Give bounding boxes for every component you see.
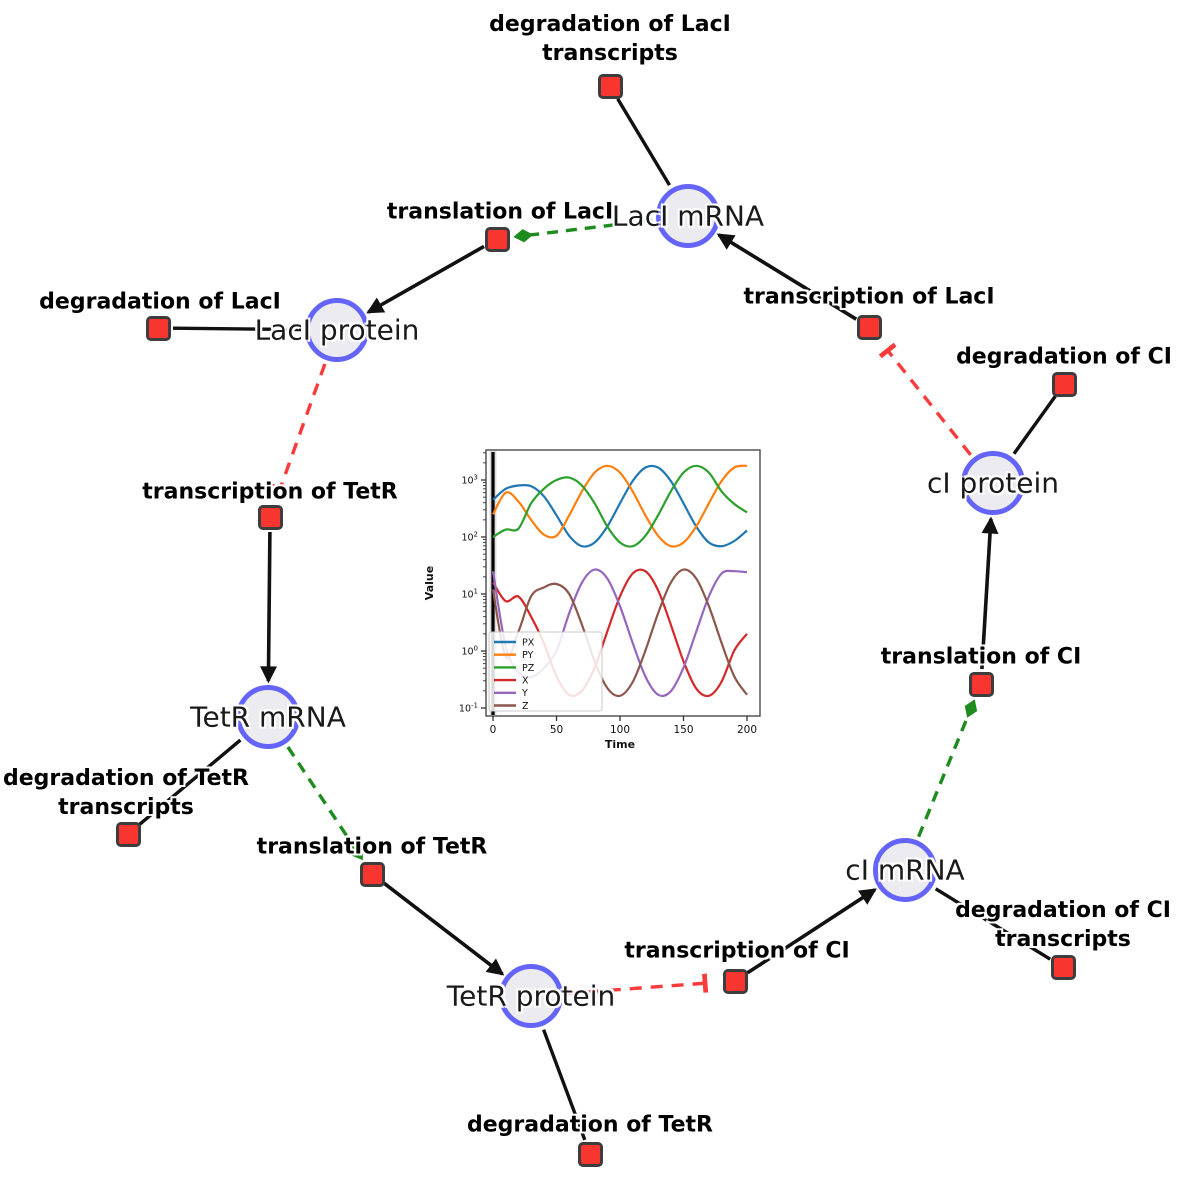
x-axis-title: Time	[605, 738, 635, 751]
reaction-label-translation_tetr: translation of TetR	[257, 832, 488, 861]
legend-label-Z: Z	[522, 701, 529, 712]
reaction-node-deg_tetr_transcripts[interactable]	[115, 821, 141, 847]
y-tick-label: 101	[461, 588, 478, 601]
reaction-node-translation_tetr[interactable]	[359, 861, 385, 887]
reaction-node-translation_laci[interactable]	[484, 226, 510, 252]
edge-activation-tetr_mrna-to-translation_tetr	[286, 746, 363, 861]
edge-plain-tetr_mrna-to-deg_tetr_transcripts	[138, 738, 242, 826]
reaction-label-transcription_ci: transcription of CI	[624, 936, 849, 965]
reaction-node-transcription_ci[interactable]	[722, 968, 748, 994]
edge-plain-tetr_protein-to-deg_tetr	[542, 1029, 587, 1141]
y-tick-label: 103	[461, 474, 478, 487]
species-label-tetr_mrna: TetR mRNA	[190, 700, 346, 734]
species-node-ci_mrna[interactable]	[873, 838, 937, 902]
species-node-laci_mrna[interactable]	[656, 184, 720, 248]
reaction-node-transcription_laci[interactable]	[856, 314, 882, 340]
edge-inhibition-laci_protein-to-transcription_tetr	[270, 363, 327, 495]
reaction-label-deg_ci: degradation of CI	[956, 342, 1172, 371]
x-tick-label: 200	[737, 724, 757, 736]
series-line-Z	[491, 568, 748, 698]
reaction-label-deg_laci: degradation of LacI	[39, 287, 281, 316]
species-node-laci_protein[interactable]	[305, 298, 369, 362]
species-label-tetr_protein: TetR protein	[446, 979, 616, 1013]
reaction-label-deg_laci_transcripts: degradation of LacI transcripts	[489, 10, 731, 68]
reaction-label-line: degradation of TetR	[2, 765, 250, 791]
series-line-PX	[492, 464, 748, 548]
reaction-label-line: transcripts	[995, 927, 1131, 952]
edge-inhibition-ci_protein-to-transcription_laci	[878, 342, 972, 456]
reaction-node-deg_tetr[interactable]	[577, 1141, 603, 1167]
species-node-tetr_mrna[interactable]	[236, 685, 300, 749]
x-tick-label: 150	[673, 724, 693, 736]
edge-production-translation_laci-to-laci_protein	[366, 244, 485, 314]
reaction-label-transcription_laci: transcription of LacI	[743, 282, 994, 311]
reaction-label-transcription_tetr: transcription of TetR	[142, 477, 397, 506]
species-label-laci_protein: LacI protein	[254, 313, 420, 347]
x-tick-label: 0	[490, 724, 497, 736]
edge-plain-ci_mrna-to-deg_ci_transcripts	[934, 887, 1052, 961]
reaction-label-translation_ci: translation of CI	[881, 642, 1082, 671]
reaction-label-line: translation of TetR	[256, 834, 488, 860]
reaction-node-deg_laci[interactable]	[145, 315, 171, 341]
x-tick-label: 50	[550, 724, 563, 736]
edge-production-transcription_tetr-to-tetr_mrna	[260, 531, 278, 684]
edge-plain-laci_protein-to-deg_laci	[172, 326, 302, 332]
y-tick-label: 102	[461, 531, 478, 544]
reaction-label-line: degradation of LacI	[39, 289, 281, 315]
reaction-label-line: translation of CI	[880, 644, 1082, 670]
reaction-label-line: degradation of TetR	[466, 1112, 714, 1138]
time-series-inset: 103 102 101 100 10-1 0 50 100 150 200 Time Value PX P…	[423, 449, 761, 751]
edge-activation-ci_mrna-to-translation_ci	[917, 699, 978, 838]
legend-label-X: X	[522, 676, 529, 687]
edge-activation-laci_mrna-to-translation_laci	[513, 218, 653, 243]
series-line-X	[492, 568, 748, 698]
species-node-tetr_protein[interactable]	[499, 964, 563, 1028]
species-label-ci_protein: cI protein	[926, 466, 1060, 500]
reaction-label-deg_ci_transcripts: degradation of CI transcripts	[955, 896, 1171, 954]
edge-production-translation_tetr-to-tetr_protein	[382, 881, 505, 976]
reaction-label-line: degradation of LacI	[489, 11, 731, 37]
reaction-label-line: translation of LacI	[386, 199, 614, 225]
legend-label-Y: Y	[521, 688, 528, 699]
y-tick-label: 10-1	[459, 702, 478, 715]
reaction-label-line: transcripts	[58, 795, 194, 820]
edge-plain-laci_mrna-to-deg_laci_transcripts	[616, 98, 671, 186]
reaction-label-line: transcripts	[542, 41, 678, 66]
edge-plain-ci_protein-to-deg_ci	[1012, 395, 1057, 455]
reaction-label-line: transcription of CI	[624, 938, 850, 964]
legend-label-PZ: PZ	[522, 663, 535, 674]
species-node-ci_protein[interactable]	[961, 451, 1025, 515]
reaction-node-deg_ci[interactable]	[1051, 371, 1077, 397]
series-line-PZ	[492, 464, 748, 548]
reaction-label-line: transcription of LacI	[743, 284, 995, 310]
y-axis-title: Value	[423, 566, 436, 600]
edge-production-translation_ci-to-ci_protein	[980, 516, 999, 670]
x-tick-label: 100	[610, 724, 630, 736]
edge-inhibition-tetr_protein-to-transcription_ci	[566, 973, 709, 996]
reaction-label-translation_laci: translation of LacI	[387, 197, 613, 226]
reaction-label-line: degradation of CI	[955, 897, 1171, 923]
reaction-node-deg_ci_transcripts[interactable]	[1050, 954, 1076, 980]
legend-label-PY: PY	[522, 650, 534, 661]
reaction-label-line: transcription of TetR	[142, 479, 398, 505]
reaction-label-line: degradation of CI	[956, 344, 1172, 370]
reaction-node-deg_laci_transcripts[interactable]	[597, 73, 623, 99]
reaction-node-translation_ci[interactable]	[968, 671, 994, 697]
reaction-label-deg_tetr: degradation of TetR	[467, 1110, 713, 1139]
reaction-label-deg_tetr_transcripts: degradation of TetR transcripts	[3, 764, 249, 822]
series-line-PY	[492, 464, 748, 548]
species-label-ci_mrna: cI mRNA	[845, 853, 965, 887]
legend-label-PX: PX	[522, 637, 535, 648]
edge-production-transcription_laci-to-laci_mrna	[716, 233, 858, 321]
legend-box	[488, 631, 603, 712]
edge-production-transcription_ci-to-ci_mrna	[746, 888, 877, 975]
y-tick-label: 100	[461, 645, 478, 658]
species-label-laci_mrna: LacI mRNA	[611, 199, 765, 233]
reaction-node-transcription_tetr[interactable]	[257, 504, 283, 530]
